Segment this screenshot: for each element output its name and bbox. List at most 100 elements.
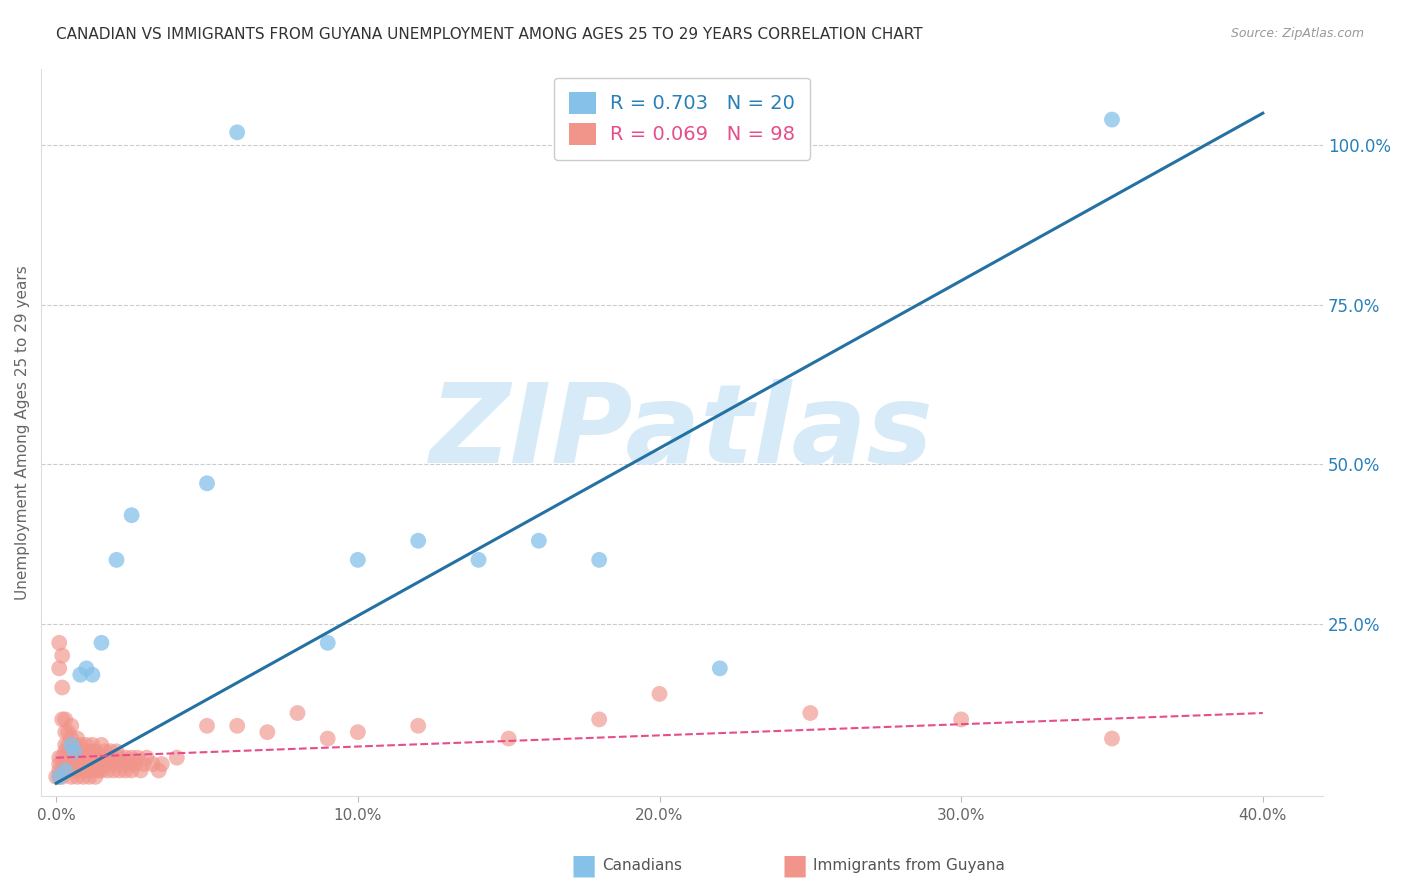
Point xyxy=(53,757,76,772)
Point xyxy=(53,744,76,758)
Point xyxy=(588,553,610,567)
Point xyxy=(72,757,94,772)
Point xyxy=(105,757,128,772)
Point xyxy=(60,744,83,758)
Point xyxy=(87,764,110,778)
Point xyxy=(226,125,249,139)
Point xyxy=(84,757,107,772)
Point xyxy=(63,738,86,752)
Point xyxy=(45,770,67,784)
Point xyxy=(51,764,73,778)
Point xyxy=(96,750,118,764)
Point xyxy=(82,750,104,764)
Point xyxy=(58,764,80,778)
Point xyxy=(105,744,128,758)
Y-axis label: Unemployment Among Ages 25 to 29 years: Unemployment Among Ages 25 to 29 years xyxy=(15,265,30,599)
Point xyxy=(111,757,134,772)
Point xyxy=(79,757,101,772)
Point xyxy=(48,636,70,650)
Point xyxy=(51,750,73,764)
Point xyxy=(72,744,94,758)
Point xyxy=(60,738,83,752)
Point xyxy=(48,757,70,772)
Point xyxy=(195,476,218,491)
Point xyxy=(166,750,188,764)
Point xyxy=(287,706,309,720)
Point xyxy=(709,661,731,675)
Point xyxy=(90,764,112,778)
Point xyxy=(150,757,173,772)
Point xyxy=(84,744,107,758)
Point xyxy=(114,764,136,778)
Point xyxy=(69,738,91,752)
Point xyxy=(117,757,139,772)
Point xyxy=(69,750,91,764)
Point xyxy=(66,744,89,758)
Text: ■: ■ xyxy=(782,851,807,880)
Point xyxy=(51,681,73,695)
Point xyxy=(121,508,143,523)
Point xyxy=(48,661,70,675)
Point xyxy=(90,636,112,650)
Point xyxy=(66,731,89,746)
Point xyxy=(93,744,115,758)
Point xyxy=(66,757,89,772)
Point xyxy=(84,770,107,784)
Point xyxy=(108,764,131,778)
Point xyxy=(1101,731,1123,746)
Point xyxy=(103,750,125,764)
Point xyxy=(82,764,104,778)
Point xyxy=(124,757,146,772)
Point xyxy=(53,725,76,739)
Point xyxy=(69,764,91,778)
Point xyxy=(114,750,136,764)
Point xyxy=(148,764,170,778)
Point xyxy=(135,750,157,764)
Point xyxy=(316,731,339,746)
Point xyxy=(48,750,70,764)
Text: Source: ZipAtlas.com: Source: ZipAtlas.com xyxy=(1230,27,1364,40)
Point xyxy=(93,757,115,772)
Point xyxy=(103,764,125,778)
Point xyxy=(69,667,91,681)
Point xyxy=(60,770,83,784)
Point xyxy=(195,719,218,733)
Point xyxy=(60,719,83,733)
Point xyxy=(79,770,101,784)
Text: Canadians: Canadians xyxy=(602,858,682,872)
Point xyxy=(105,553,128,567)
Point xyxy=(58,738,80,752)
Point xyxy=(226,719,249,733)
Point xyxy=(75,764,97,778)
Point xyxy=(48,770,70,784)
Point xyxy=(648,687,671,701)
Point xyxy=(51,770,73,784)
Point xyxy=(129,764,152,778)
Point xyxy=(121,750,143,764)
Point xyxy=(53,713,76,727)
Text: CANADIAN VS IMMIGRANTS FROM GUYANA UNEMPLOYMENT AMONG AGES 25 TO 29 YEARS CORREL: CANADIAN VS IMMIGRANTS FROM GUYANA UNEMP… xyxy=(56,27,922,42)
Point xyxy=(527,533,550,548)
Point xyxy=(60,757,83,772)
Point xyxy=(82,738,104,752)
Point xyxy=(75,750,97,764)
Point xyxy=(100,744,122,758)
Point xyxy=(127,750,149,764)
Point xyxy=(75,738,97,752)
Point xyxy=(950,713,973,727)
Point xyxy=(108,750,131,764)
Point xyxy=(48,770,70,784)
Point xyxy=(406,533,429,548)
Point xyxy=(63,750,86,764)
Point xyxy=(256,725,278,739)
Text: Immigrants from Guyana: Immigrants from Guyana xyxy=(813,858,1004,872)
Point xyxy=(66,770,89,784)
Point xyxy=(53,738,76,752)
Point xyxy=(72,770,94,784)
Point xyxy=(53,764,76,778)
Point xyxy=(467,553,489,567)
Point xyxy=(96,764,118,778)
Point xyxy=(316,636,339,650)
Point xyxy=(51,648,73,663)
Point xyxy=(498,731,520,746)
